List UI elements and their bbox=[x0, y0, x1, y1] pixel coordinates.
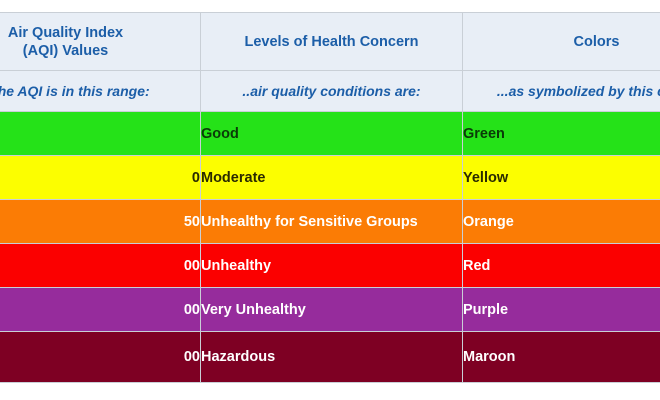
table-row: 00 Hazardous Maroon bbox=[0, 331, 660, 383]
aqi-range-cell: 00 bbox=[0, 243, 201, 288]
aqi-range-cell: 00 bbox=[0, 287, 201, 332]
health-concern-cell: Very Unhealthy bbox=[200, 287, 463, 332]
aqi-range-cell: 0 bbox=[0, 155, 201, 200]
health-concern-cell: Hazardous bbox=[200, 331, 463, 383]
color-name-cell: Orange bbox=[462, 199, 660, 244]
color-name-cell: Red bbox=[462, 243, 660, 288]
aqi-range-cell: 00 bbox=[0, 331, 201, 383]
health-concern-cell: Unhealthy for Sensitive Groups bbox=[200, 199, 463, 244]
subheader-symbolized: ...as symbolized by this color: bbox=[462, 70, 660, 112]
health-concern-cell: Moderate bbox=[200, 155, 463, 200]
aqi-range-cell: 50 bbox=[0, 199, 201, 244]
color-name-cell: Maroon bbox=[462, 331, 660, 383]
subheader-range: ...the AQI is in this range: bbox=[0, 70, 201, 112]
table-row: 50 Unhealthy for Sensitive Groups Orange bbox=[0, 199, 660, 244]
aqi-table: Air Quality Index (AQI) Values Levels of… bbox=[0, 12, 660, 383]
header-row: Air Quality Index (AQI) Values Levels of… bbox=[0, 12, 660, 71]
color-name-cell: Yellow bbox=[462, 155, 660, 200]
header-health-concern: Levels of Health Concern bbox=[200, 12, 463, 71]
health-concern-cell: Unhealthy bbox=[200, 243, 463, 288]
color-name-cell: Purple bbox=[462, 287, 660, 332]
header-aqi-values: Air Quality Index (AQI) Values bbox=[0, 12, 201, 71]
aqi-range-cell bbox=[0, 111, 201, 156]
table-row: 0 Moderate Yellow bbox=[0, 155, 660, 200]
health-concern-cell: Good bbox=[200, 111, 463, 156]
color-name-cell: Green bbox=[462, 111, 660, 156]
subheader-row: ...the AQI is in this range: ..air quali… bbox=[0, 70, 660, 112]
table-row: Good Green bbox=[0, 111, 660, 156]
header-colors: Colors bbox=[462, 12, 660, 71]
subheader-conditions: ..air quality conditions are: bbox=[200, 70, 463, 112]
table-row: 00 Unhealthy Red bbox=[0, 243, 660, 288]
table-row: 00 Very Unhealthy Purple bbox=[0, 287, 660, 332]
